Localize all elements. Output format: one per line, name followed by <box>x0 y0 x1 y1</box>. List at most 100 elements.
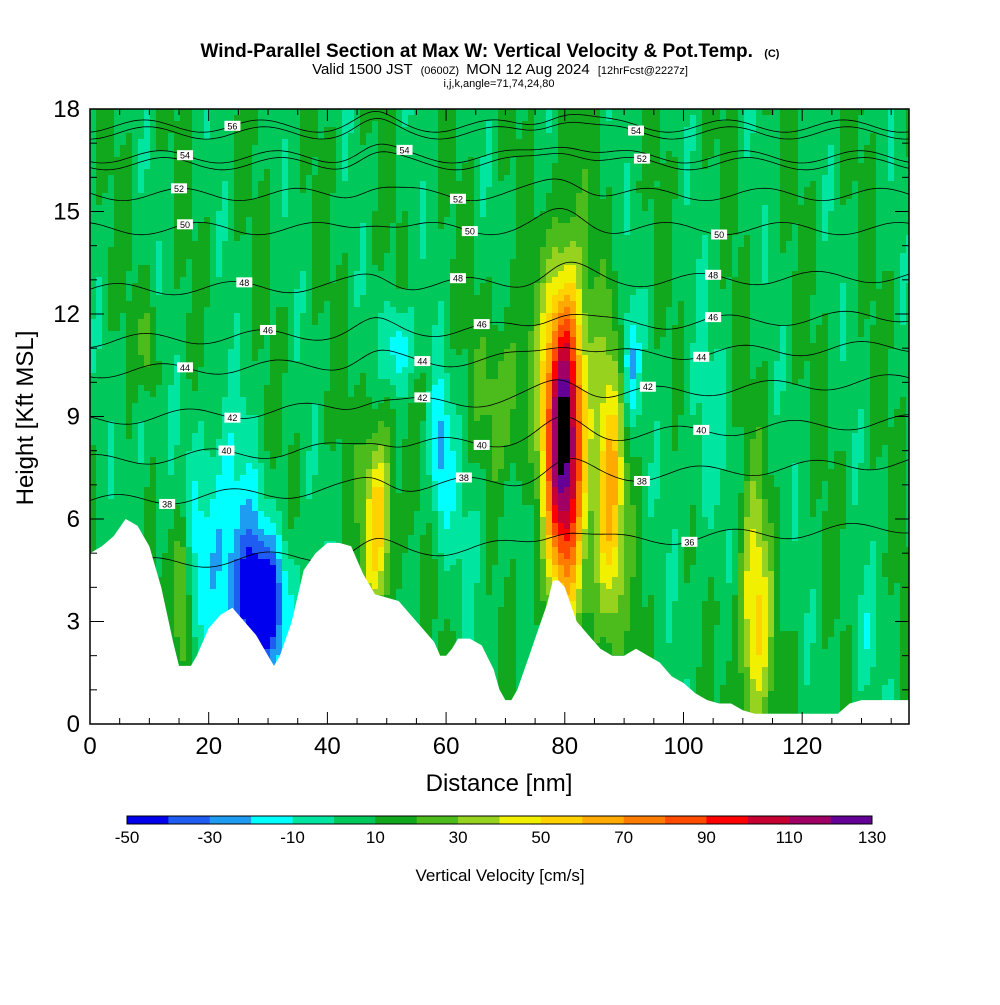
heatmap-cell <box>474 211 481 218</box>
heatmap-cell <box>228 223 235 230</box>
heatmap-cell <box>804 175 811 182</box>
heatmap-cell <box>570 139 577 146</box>
heatmap-cell <box>276 181 283 188</box>
heatmap-cell <box>792 169 799 176</box>
heatmap-cell <box>294 283 301 290</box>
heatmap-cell <box>156 313 163 320</box>
heatmap-cell <box>840 157 847 164</box>
heatmap-cell <box>324 271 331 278</box>
heatmap-cell <box>600 307 607 314</box>
heatmap-cell <box>582 265 589 272</box>
heatmap-cell <box>600 115 607 122</box>
heatmap-cell <box>648 163 655 170</box>
heatmap-cell <box>642 289 649 296</box>
heatmap-cell <box>624 277 631 284</box>
heatmap-cell <box>204 313 211 320</box>
heatmap-cell <box>888 301 895 308</box>
heatmap-cell <box>210 193 217 200</box>
heatmap-cell <box>900 145 907 152</box>
heatmap-cell <box>306 325 313 332</box>
heatmap-cell <box>90 139 97 146</box>
heatmap-cell <box>504 157 511 164</box>
heatmap-cell <box>486 187 493 194</box>
heatmap-cell <box>786 259 793 266</box>
heatmap-cell <box>456 235 463 242</box>
heatmap-cell <box>216 211 223 218</box>
heatmap-cell <box>738 133 745 140</box>
heatmap-cell <box>144 259 151 266</box>
heatmap-cell <box>858 307 865 314</box>
heatmap-cell <box>744 139 751 146</box>
heatmap-cell <box>378 139 385 146</box>
heatmap-cell <box>756 109 763 116</box>
heatmap-cell <box>348 229 355 236</box>
heatmap-cell <box>486 289 493 296</box>
heatmap-cell <box>636 133 643 140</box>
heatmap-cell <box>396 199 403 206</box>
heatmap-cell <box>846 313 853 320</box>
heatmap-cell <box>786 301 793 308</box>
heatmap-cell <box>216 253 223 260</box>
heatmap-cell <box>174 289 181 296</box>
heatmap-cell <box>504 115 511 122</box>
heatmap-cell <box>312 133 319 140</box>
heatmap-cell <box>390 277 397 284</box>
heatmap-cell <box>816 247 823 254</box>
heatmap-cell <box>732 217 739 224</box>
heatmap-cell <box>186 175 193 182</box>
heatmap-cell <box>312 319 319 326</box>
heatmap-cell <box>120 217 127 224</box>
heatmap-cell <box>810 253 817 260</box>
heatmap-cell <box>816 109 823 116</box>
heatmap-cell <box>858 289 865 296</box>
heatmap-cell <box>564 223 571 230</box>
heatmap-cell <box>816 283 823 290</box>
heatmap-cell <box>672 283 679 290</box>
heatmap-cell <box>210 319 217 326</box>
heatmap-cell <box>618 133 625 140</box>
heatmap-cell <box>522 205 529 212</box>
heatmap-cell <box>342 175 349 182</box>
heatmap-cell <box>210 247 217 254</box>
heatmap-cell <box>720 313 727 320</box>
heatmap-cell <box>90 217 97 224</box>
heatmap-cell <box>630 211 637 218</box>
heatmap-cell <box>270 235 277 242</box>
heatmap-cell <box>228 139 235 146</box>
heatmap-cell <box>132 277 139 284</box>
heatmap-cell <box>546 247 553 254</box>
heatmap-cell <box>630 241 637 248</box>
heatmap-cell <box>576 289 583 296</box>
heatmap-cell <box>246 325 253 332</box>
heatmap-cell <box>564 289 571 296</box>
heatmap-cell <box>648 313 655 320</box>
heatmap-cell <box>192 151 199 158</box>
heatmap-cell <box>486 229 493 236</box>
heatmap-cell <box>516 271 523 278</box>
heatmap-cell <box>642 235 649 242</box>
heatmap-cell <box>474 169 481 176</box>
heatmap-cell <box>570 235 577 242</box>
heatmap-cell <box>762 193 769 200</box>
heatmap-cell <box>402 157 409 164</box>
heatmap-cell <box>774 109 781 116</box>
heatmap-cell <box>510 163 517 170</box>
heatmap-cell <box>666 181 673 188</box>
heatmap-cell <box>660 205 667 212</box>
heatmap-cell <box>300 217 307 224</box>
heatmap-cell <box>468 295 475 302</box>
heatmap-cell <box>522 139 529 146</box>
heatmap-cell <box>444 217 451 224</box>
heatmap-cell <box>588 259 595 266</box>
heatmap-cell <box>408 181 415 188</box>
heatmap-cell <box>132 127 139 134</box>
heatmap-cell <box>396 253 403 260</box>
heatmap-cell <box>426 253 433 260</box>
heatmap-cell <box>366 313 373 320</box>
heatmap-cell <box>468 151 475 158</box>
heatmap-cell <box>666 283 673 290</box>
heatmap-cell <box>492 199 499 206</box>
heatmap-cell <box>678 289 685 296</box>
heatmap-cell <box>654 193 661 200</box>
heatmap-cell <box>642 319 649 326</box>
